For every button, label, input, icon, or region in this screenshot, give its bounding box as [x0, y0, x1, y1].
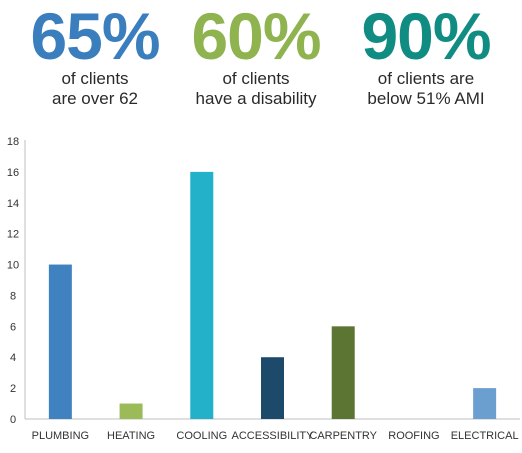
bar-accessibility	[261, 357, 284, 419]
stat-below-ami: 90% of clients are below 51% AMI	[341, 0, 511, 109]
x-category-label: PLUMBING	[32, 430, 89, 442]
y-tick-label: 12	[7, 229, 19, 241]
stat-over-62: 65% of clients are over 62	[10, 0, 180, 109]
bar-electrical	[473, 388, 497, 419]
y-tick-label: 6	[10, 321, 16, 333]
stat-caption-line1: of clients	[61, 69, 129, 88]
stat-value: 90%	[361, 0, 491, 73]
stat-value: 60%	[191, 0, 321, 73]
x-category-label: ROOFING	[388, 430, 439, 442]
y-tick-label: 8	[10, 290, 16, 302]
x-category-label: HEATING	[107, 430, 155, 442]
x-category-label: CARPENTRY	[309, 430, 377, 442]
stat-caption-line2: have a disability	[195, 89, 317, 108]
y-tick-label: 18	[7, 136, 19, 148]
stat-caption-line1: of clients are	[377, 69, 475, 88]
bar-plumbing	[48, 264, 72, 419]
bar-carpentry	[331, 326, 355, 419]
stat-disability: 60% of clients have a disability	[171, 0, 341, 109]
bar-heating	[119, 403, 143, 419]
x-categories: PLUMBING HEATING COOLING ACCESSIBILITYCARPE…	[32, 430, 519, 442]
stat-caption-line2: below 51% AMI	[367, 89, 485, 108]
bar-cooling	[190, 171, 214, 419]
y-tick-label: 2	[10, 383, 16, 395]
x-category-label: ELECTRICAL	[451, 430, 519, 442]
stat-caption-line1: of clients	[222, 69, 290, 88]
x-category-label: ACCESSIBILITY	[232, 430, 315, 442]
stat-caption-line2: are over 62	[52, 89, 138, 108]
y-tick-label: 4	[10, 352, 16, 364]
stat-value: 65%	[30, 0, 160, 73]
y-tick-label: 14	[7, 198, 19, 210]
bars	[48, 171, 497, 419]
y-ticks: 0 2 4 6 8 10 12 14 16 18	[7, 136, 19, 426]
x-category-label: COOLING	[176, 430, 227, 442]
y-tick-label: 0	[10, 414, 16, 426]
y-tick-label: 10	[7, 260, 19, 272]
y-tick-label: 16	[7, 167, 19, 179]
